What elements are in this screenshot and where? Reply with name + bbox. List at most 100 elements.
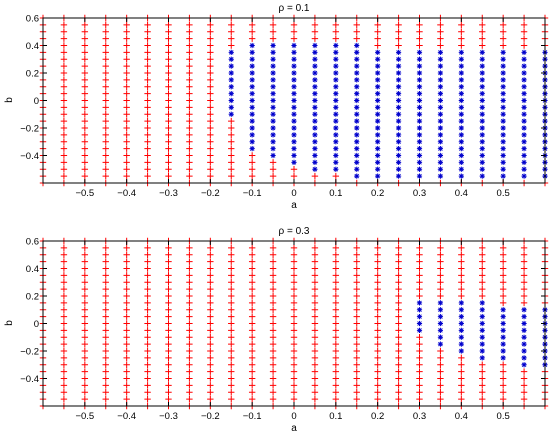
star-marker <box>333 104 339 110</box>
plus-marker <box>395 21 402 29</box>
star-marker <box>312 159 318 165</box>
star-marker <box>458 159 464 165</box>
plus-marker <box>81 375 89 382</box>
plus-marker <box>102 152 109 159</box>
plus-marker <box>374 368 381 375</box>
plus-marker <box>416 375 423 382</box>
plus-marker <box>165 138 172 145</box>
star-marker <box>375 97 381 104</box>
plus-marker <box>248 292 256 300</box>
plus-marker <box>60 56 68 63</box>
plus-marker <box>290 279 298 286</box>
plus-marker <box>207 152 214 159</box>
star-marker <box>458 320 464 327</box>
plus-marker <box>186 35 193 42</box>
plus-marker <box>144 62 151 70</box>
star-marker <box>270 42 276 49</box>
star-marker <box>500 334 506 340</box>
plus-marker <box>374 361 381 368</box>
star-marker <box>395 84 402 90</box>
star-marker <box>479 348 485 354</box>
star-marker <box>458 111 464 117</box>
plus-marker <box>479 251 486 258</box>
plus-marker <box>332 265 340 272</box>
star-marker <box>416 91 423 97</box>
plus-marker <box>290 35 298 42</box>
plus-marker <box>60 251 68 258</box>
plus-marker <box>248 21 256 29</box>
star-marker <box>249 132 255 138</box>
star-marker <box>291 97 297 104</box>
plus-marker <box>395 35 402 42</box>
plus-marker <box>353 292 360 300</box>
x-tick-label: 0.1 <box>329 188 342 199</box>
plus-marker <box>165 354 172 362</box>
plus-marker <box>102 258 109 265</box>
plus-marker <box>520 28 528 35</box>
plus-marker <box>144 166 151 173</box>
star-marker <box>249 63 255 69</box>
plus-marker <box>395 395 402 403</box>
plus-marker <box>81 166 89 173</box>
plus-marker <box>186 313 193 320</box>
plus-marker <box>144 354 151 362</box>
plus-marker <box>416 395 423 403</box>
plus-marker <box>207 124 214 132</box>
plus-marker <box>102 35 109 42</box>
plus-marker <box>416 361 423 368</box>
star-marker <box>479 132 485 138</box>
plus-marker <box>165 320 172 327</box>
star-marker <box>270 70 276 76</box>
plus-marker <box>416 354 423 362</box>
plus-marker <box>437 389 444 396</box>
plus-marker <box>332 28 340 35</box>
star-marker <box>375 91 381 97</box>
plus-marker <box>165 361 172 368</box>
plus-marker <box>207 347 214 355</box>
star-marker <box>458 173 464 179</box>
plus-marker <box>311 382 319 389</box>
plus-marker <box>228 320 235 327</box>
plus-marker <box>332 313 340 320</box>
star-marker <box>354 49 360 55</box>
plus-marker <box>248 279 256 286</box>
star-marker <box>375 139 381 145</box>
plus-marker <box>332 172 340 180</box>
star-marker <box>291 118 297 124</box>
star-marker <box>375 118 381 124</box>
star-marker <box>354 97 360 104</box>
star-marker <box>270 91 276 97</box>
plus-marker <box>144 361 151 368</box>
star-marker <box>437 307 444 313</box>
plus-marker <box>81 299 89 307</box>
plus-marker <box>123 292 130 300</box>
plus-marker <box>416 21 423 29</box>
plus-marker <box>290 21 298 29</box>
plus-marker <box>165 152 172 159</box>
plus-marker <box>186 159 193 166</box>
star-marker <box>312 132 318 138</box>
plus-marker <box>60 28 68 35</box>
plus-marker <box>60 258 68 265</box>
star-marker <box>521 152 527 159</box>
plus-marker <box>311 258 319 265</box>
plus-marker <box>102 172 109 180</box>
plus-marker <box>81 69 89 77</box>
plus-marker <box>269 347 277 355</box>
plus-marker <box>144 124 151 132</box>
plus-marker <box>186 56 193 63</box>
plus-marker <box>102 49 109 56</box>
plus-marker <box>165 340 172 348</box>
plus-marker <box>353 21 360 29</box>
star-marker <box>375 77 381 83</box>
star-marker <box>458 63 464 69</box>
plus-marker <box>332 347 340 355</box>
plus-marker <box>207 395 214 403</box>
plus-marker <box>102 159 109 166</box>
plus-marker <box>228 131 235 139</box>
star-marker <box>416 159 423 165</box>
plus-marker <box>311 172 319 180</box>
plus-marker <box>165 368 172 375</box>
plus-marker <box>332 354 340 362</box>
plus-marker <box>144 285 151 293</box>
